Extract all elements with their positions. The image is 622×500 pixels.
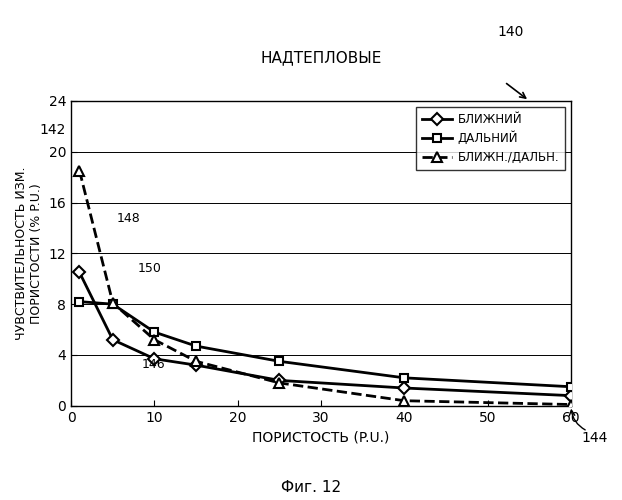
БЛИЖН./ДАЛЬН. (76, 168, 83, 174)
ДАЛЬНИЙ (276, 358, 283, 364)
Legend: БЛИЖНИЙ, ДАЛЬНИЙ, БЛИЖН./ДАЛЬН.: БЛИЖНИЙ, ДАЛЬНИЙ, БЛИЖН./ДАЛЬН. (416, 107, 565, 170)
X-axis label: ПОРИСТОСТЬ (P.U.): ПОРИСТОСТЬ (P.U.) (253, 430, 390, 444)
БЛИЖНИЙ (76, 270, 83, 276)
ДАЛЬНИЙ (401, 375, 408, 381)
Line: БЛИЖНИЙ: БЛИЖНИЙ (75, 268, 575, 400)
БЛИЖН./ДАЛЬН. (567, 402, 575, 407)
Line: БЛИЖН./ДАЛЬН.: БЛИЖН./ДАЛЬН. (75, 166, 576, 410)
ДАЛЬНИЙ (567, 384, 575, 390)
Line: ДАЛЬНИЙ: ДАЛЬНИЙ (75, 298, 575, 391)
БЛИЖН./ДАЛЬН. (401, 398, 408, 404)
БЛИЖН./ДАЛЬН. (109, 300, 116, 306)
Text: 150: 150 (138, 262, 162, 276)
Y-axis label: ЧУВСТВИТЕЛЬНОСТЬ ИЗМ.
ПОРИСТОСТИ (% P.U.): ЧУВСТВИТЕЛЬНОСТЬ ИЗМ. ПОРИСТОСТИ (% P.U.… (15, 166, 43, 340)
БЛИЖНИЙ (401, 385, 408, 391)
Text: Фиг. 12: Фиг. 12 (281, 480, 341, 495)
БЛИЖНИЙ (109, 336, 116, 342)
ДАЛЬНИЙ (192, 343, 200, 349)
Text: 146: 146 (142, 358, 165, 370)
БЛИЖН./ДАЛЬН. (276, 380, 283, 386)
БЛИЖНИЙ (276, 378, 283, 384)
БЛИЖНИЙ (151, 356, 158, 362)
БЛИЖНИЙ (567, 392, 575, 398)
ДАЛЬНИЙ (151, 329, 158, 335)
БЛИЖН./ДАЛЬН. (192, 358, 200, 364)
Text: 148: 148 (117, 212, 141, 224)
Text: 144: 144 (581, 432, 607, 446)
Text: 140: 140 (498, 26, 524, 40)
Title: НАДТЕПЛОВЫЕ: НАДТЕПЛОВЫЕ (261, 50, 382, 65)
ДАЛЬНИЙ (76, 298, 83, 304)
БЛИЖНИЙ (192, 362, 200, 368)
БЛИЖН./ДАЛЬН. (151, 336, 158, 342)
Text: 142: 142 (40, 124, 66, 138)
ДАЛЬНИЙ (109, 301, 116, 307)
